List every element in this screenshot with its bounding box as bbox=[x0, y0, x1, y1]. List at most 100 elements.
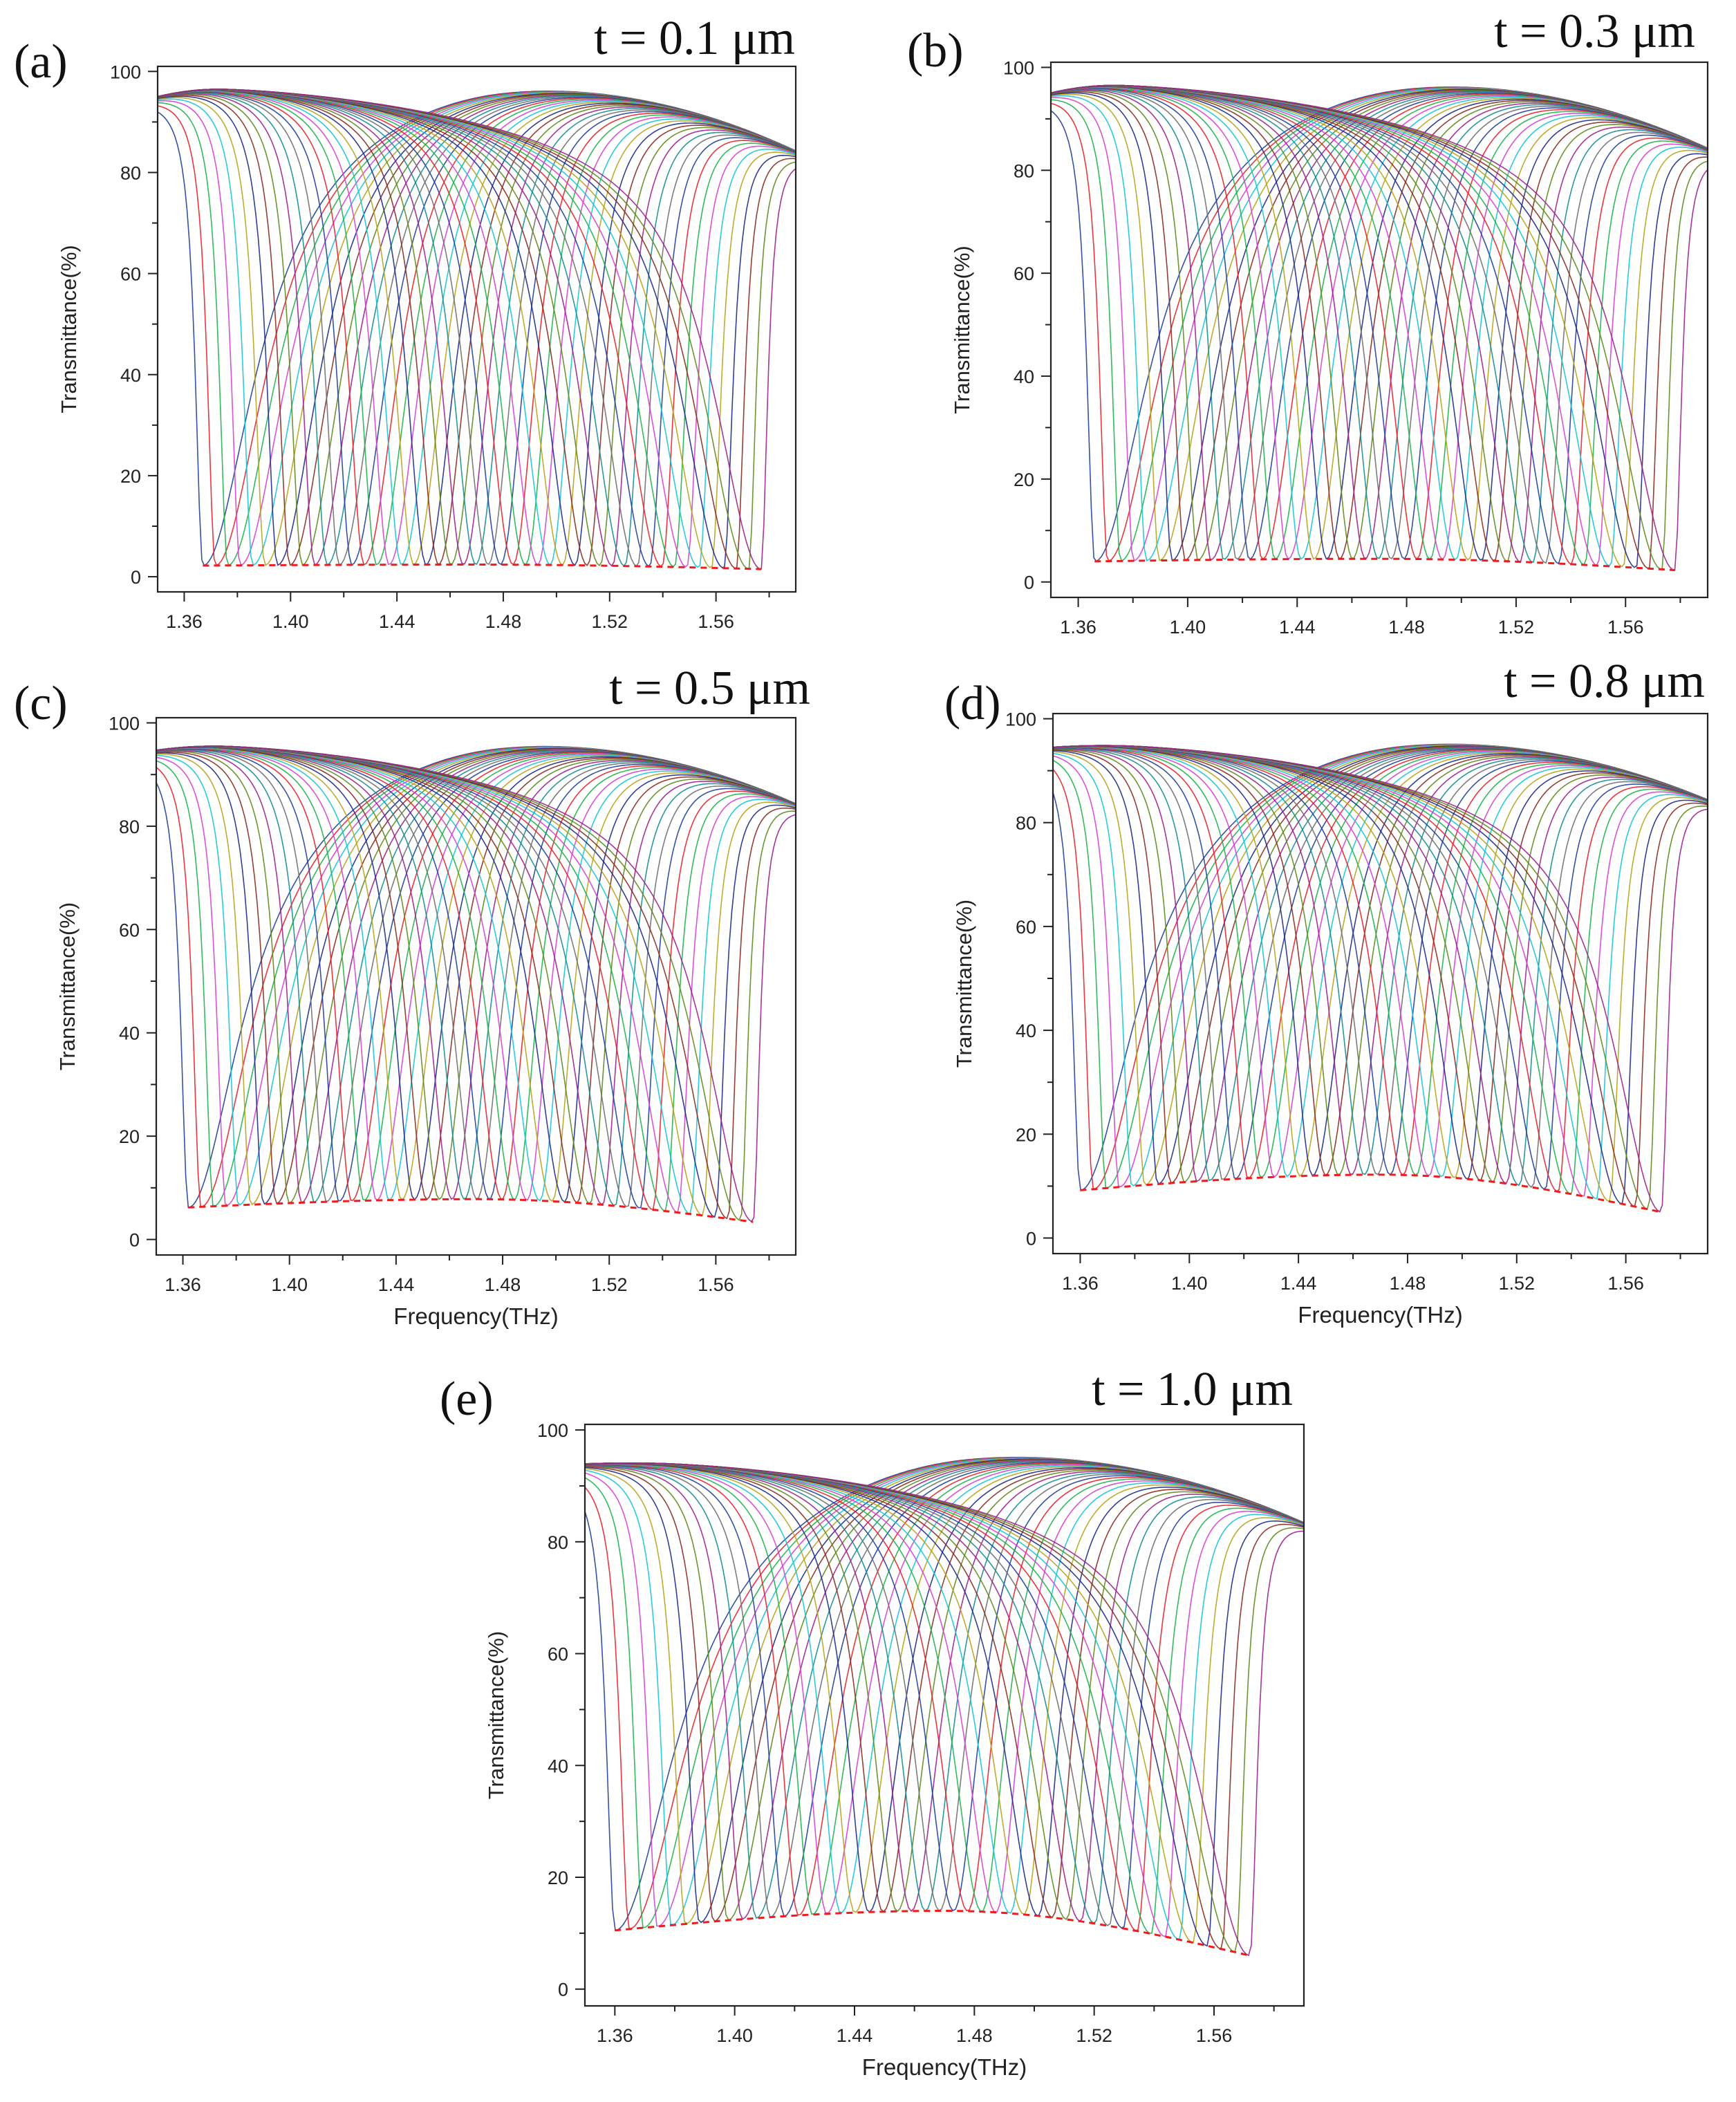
y-axis: 0 20 40 60 80 100 bbox=[110, 62, 158, 588]
y-tick-label: 80 bbox=[1016, 813, 1036, 834]
y-tick-label: 0 bbox=[558, 1980, 568, 2000]
y-tick-label: 20 bbox=[119, 1126, 140, 1147]
x-tick-label: 1.48 bbox=[485, 611, 522, 632]
y-tick-label: 20 bbox=[1014, 469, 1034, 490]
panel-label: (d) bbox=[944, 677, 1001, 730]
x-tick-label: 1.40 bbox=[1170, 617, 1206, 638]
panel-title: t = 0.8 μm bbox=[1504, 655, 1705, 708]
resonance-curve bbox=[1051, 84, 1708, 571]
y-tick-label: 80 bbox=[120, 162, 141, 183]
plot-frame bbox=[584, 1423, 1305, 2007]
y-tick-label: 20 bbox=[1016, 1124, 1036, 1145]
x-tick-label: 1.48 bbox=[1388, 617, 1425, 638]
y-tick-label: 40 bbox=[548, 1756, 568, 1776]
x-tick-label: 1.40 bbox=[1171, 1273, 1208, 1294]
panel-e: 1.36 1.40 1.44 1.48 1.52 1.56 0 20 40 60 80 100 Tran… bbox=[440, 1363, 1305, 2080]
x-tick-label: 1.56 bbox=[698, 1274, 734, 1295]
resonance-curves bbox=[156, 745, 796, 1222]
y-tick-label: 100 bbox=[1003, 57, 1034, 78]
x-tick-label: 1.44 bbox=[379, 611, 416, 632]
y-axis: 0 20 40 60 80 100 bbox=[1003, 57, 1051, 593]
x-tick-label: 1.52 bbox=[1498, 617, 1535, 638]
panel-label: (e) bbox=[440, 1373, 494, 1426]
y-tick-label: 60 bbox=[1016, 917, 1036, 938]
x-tick-label: 1.48 bbox=[485, 1274, 521, 1295]
minimum-envelope bbox=[1094, 557, 1675, 572]
y-axis: 0 20 40 60 80 100 bbox=[537, 1420, 585, 2000]
x-tick-label: 1.44 bbox=[837, 2025, 873, 2046]
y-axis-label: Transmittance(%) bbox=[57, 245, 81, 413]
y-tick-label: 80 bbox=[119, 817, 140, 837]
resonance-curve bbox=[158, 89, 796, 570]
panel-b: 1.36 1.40 1.44 1.48 1.52 1.56 0 20 40 60 80 100 Tran… bbox=[907, 5, 1709, 638]
y-tick-label: 20 bbox=[120, 466, 141, 487]
x-tick-label: 1.40 bbox=[716, 2025, 753, 2046]
x-tick-label: 1.48 bbox=[1390, 1273, 1426, 1294]
x-tick-label: 1.52 bbox=[592, 611, 628, 632]
y-tick-label: 100 bbox=[1005, 709, 1036, 730]
y-tick-label: 0 bbox=[131, 567, 141, 588]
resonance-curves bbox=[1051, 84, 1708, 571]
x-tick-label: 1.56 bbox=[1607, 1273, 1644, 1294]
y-tick-label: 80 bbox=[1014, 160, 1034, 181]
y-tick-label: 100 bbox=[109, 713, 140, 734]
x-tick-label: 1.44 bbox=[378, 1274, 415, 1295]
x-tick-label: 1.52 bbox=[1499, 1273, 1536, 1294]
y-axis-label: Transmittance(%) bbox=[950, 245, 974, 413]
y-axis: 0 20 40 60 80 100 bbox=[109, 713, 156, 1251]
y-tick-label: 40 bbox=[1016, 1021, 1036, 1041]
panel-d: 1.36 1.40 1.44 1.48 1.52 1.56 0 20 40 60 80 100 Tran… bbox=[944, 655, 1709, 1328]
panel-a: 1.36 1.40 1.44 1.48 1.52 1.56 0 20 40 60 80 100 Tran… bbox=[14, 12, 797, 632]
y-axis-label: Transmittance(%) bbox=[484, 1631, 508, 1799]
y-tick-label: 0 bbox=[1026, 1228, 1036, 1249]
y-tick-label: 0 bbox=[1024, 573, 1034, 593]
panel-c: 1.36 1.40 1.44 1.48 1.52 1.56 0 20 40 60 80 100 Tran… bbox=[14, 662, 810, 1329]
panel-label: (a) bbox=[14, 35, 68, 89]
plot-frame bbox=[156, 65, 797, 593]
x-axis: 1.36 1.40 1.44 1.48 1.52 1.56 bbox=[1062, 1254, 1681, 1294]
y-tick-label: 60 bbox=[548, 1644, 568, 1665]
y-tick-label: 40 bbox=[119, 1023, 140, 1044]
resonance-curves bbox=[1053, 743, 1708, 1213]
minimum-envelope bbox=[188, 1198, 754, 1223]
x-tick-label: 1.56 bbox=[1196, 2025, 1233, 2046]
plot-frame bbox=[155, 716, 797, 1256]
panel-title: t = 0.1 μm bbox=[594, 12, 795, 65]
plot-frame bbox=[1052, 712, 1709, 1255]
x-axis: 1.36 1.40 1.44 1.48 1.52 1.56 bbox=[166, 592, 770, 632]
y-tick-label: 60 bbox=[119, 920, 140, 940]
minimum-envelope bbox=[1080, 1173, 1662, 1213]
y-tick-label: 80 bbox=[548, 1532, 568, 1553]
resonance-curves bbox=[585, 1456, 1304, 1957]
resonance-curve bbox=[156, 745, 796, 1222]
x-tick-label: 1.56 bbox=[1607, 617, 1644, 638]
x-axis: 1.36 1.40 1.44 1.48 1.52 1.56 bbox=[165, 1255, 770, 1295]
x-tick-label: 1.44 bbox=[1280, 1273, 1317, 1294]
x-tick-label: 1.48 bbox=[956, 2025, 993, 2046]
x-tick-label: 1.36 bbox=[166, 611, 203, 632]
x-tick-label: 1.52 bbox=[591, 1274, 628, 1295]
panel-title: t = 0.3 μm bbox=[1494, 5, 1695, 58]
y-axis-label: Transmittance(%) bbox=[55, 902, 80, 1070]
x-tick-label: 1.40 bbox=[272, 611, 309, 632]
y-tick-label: 0 bbox=[129, 1230, 140, 1251]
panel-label: (b) bbox=[907, 24, 964, 77]
x-axis-label: Frequency(THz) bbox=[1298, 1302, 1462, 1328]
x-axis-label: Frequency(THz) bbox=[862, 2054, 1027, 2080]
y-axis-label: Transmittance(%) bbox=[952, 900, 976, 1068]
x-tick-label: 1.36 bbox=[597, 2025, 633, 2046]
y-tick-label: 60 bbox=[1014, 263, 1034, 284]
x-tick-label: 1.56 bbox=[698, 611, 734, 632]
panel-title: t = 1.0 μm bbox=[1092, 1363, 1293, 1416]
x-axis: 1.36 1.40 1.44 1.48 1.52 1.56 bbox=[597, 2006, 1275, 2046]
panel-label: (c) bbox=[14, 677, 68, 730]
y-axis: 0 20 40 60 80 100 bbox=[1005, 709, 1053, 1249]
resonance-curve bbox=[1053, 745, 1708, 1213]
y-tick-label: 100 bbox=[537, 1420, 568, 1441]
x-tick-label: 1.36 bbox=[165, 1274, 201, 1295]
x-axis-label: Frequency(THz) bbox=[393, 1303, 558, 1329]
x-tick-label: 1.52 bbox=[1076, 2025, 1112, 2046]
y-tick-label: 40 bbox=[1014, 366, 1034, 387]
minimum-envelope bbox=[615, 1910, 1251, 1957]
x-axis: 1.36 1.40 1.44 1.48 1.52 1.56 bbox=[1060, 597, 1681, 638]
